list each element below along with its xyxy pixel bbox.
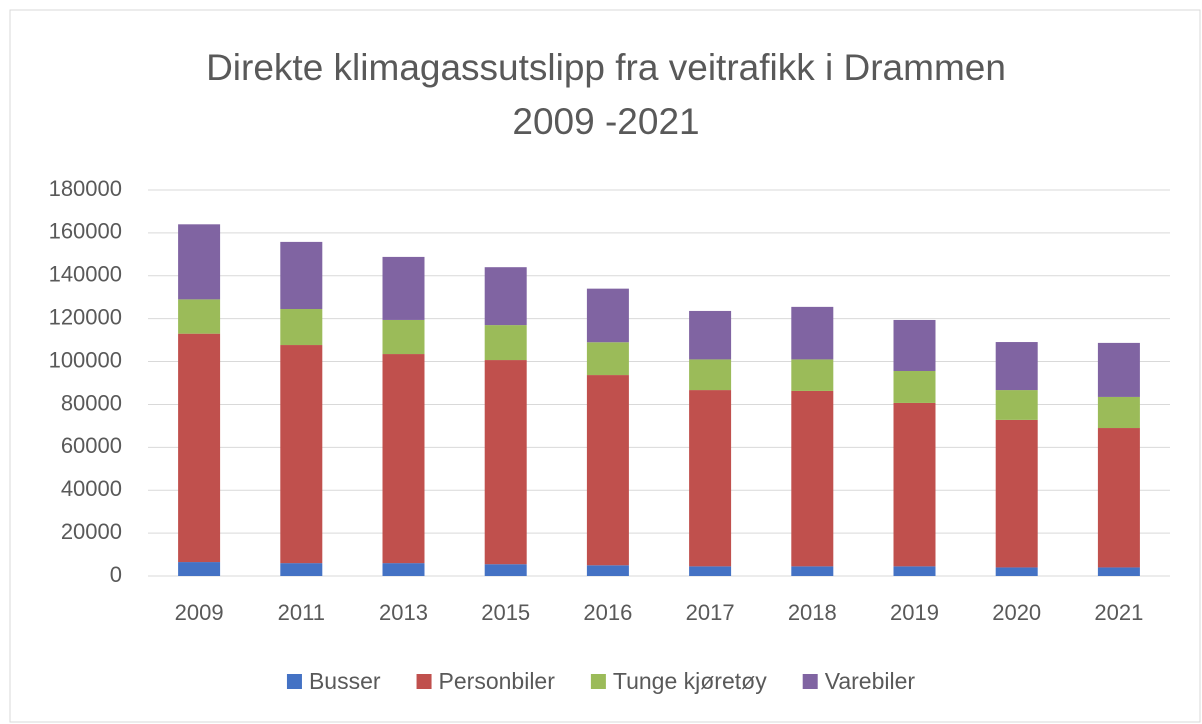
x-tick-label: 2021 [1094, 600, 1143, 625]
bar-segment [484, 325, 527, 361]
bar-segment [280, 309, 323, 346]
bar-segment [586, 375, 629, 566]
bar-segment [689, 566, 732, 576]
bar-segment [484, 564, 527, 576]
bar-segment [586, 565, 629, 576]
legend-label: Busser [309, 668, 381, 694]
y-tick-label: 100000 [49, 347, 122, 372]
y-tick-label: 60000 [61, 433, 122, 458]
legend-label: Personbiler [439, 668, 556, 694]
y-tick-label: 40000 [61, 476, 122, 501]
bar-segment [1097, 342, 1140, 397]
chart-title: Direkte klimagassutslipp fra veitrafikk … [206, 47, 1006, 88]
x-tick-label: 2016 [583, 600, 632, 625]
legend-swatch [590, 674, 606, 689]
bar-segment [791, 359, 834, 391]
x-tick-label: 2017 [686, 600, 735, 625]
bar-segment [893, 402, 936, 567]
x-tick-label: 2011 [278, 600, 325, 625]
bar-segment [1097, 567, 1140, 576]
bar-segment [689, 359, 732, 391]
bar-segment [382, 354, 425, 564]
bar-segment [995, 390, 1038, 420]
bar-segment [1097, 428, 1140, 568]
bar-segment [382, 319, 425, 355]
legend-label: Varebiler [825, 668, 916, 694]
bar-segment [280, 345, 323, 564]
bar-segment [382, 563, 425, 576]
bar-segment [1097, 396, 1140, 429]
bar-segment [586, 342, 629, 376]
bar-segment [280, 563, 323, 576]
x-tick-label: 2015 [481, 600, 530, 625]
bar-segment [791, 566, 834, 576]
bar-segment [995, 342, 1038, 391]
bar-segment [893, 319, 936, 371]
bar-segment [689, 390, 732, 567]
legend-swatch [286, 674, 302, 689]
bar-segment [689, 310, 732, 360]
x-tick-label: 2018 [788, 600, 837, 625]
bar-segment [178, 224, 221, 300]
bar-segment [995, 419, 1038, 568]
x-tick-label: 2013 [379, 600, 428, 625]
bar-segment [178, 333, 221, 563]
chart-title: 2009 -2021 [512, 101, 699, 142]
y-tick-label: 20000 [61, 519, 122, 544]
y-tick-label: 140000 [49, 262, 122, 287]
y-tick-label: 80000 [61, 390, 122, 415]
bar-segment [791, 306, 834, 360]
bar-segment [893, 566, 936, 576]
bar-segment [484, 267, 527, 326]
bar-segment [995, 567, 1038, 576]
bar-segment [791, 390, 834, 567]
bar-segment [178, 562, 221, 576]
legend-label: Tunge kjøretøy [613, 668, 767, 694]
legend-swatch [802, 674, 818, 689]
y-tick-label: 160000 [49, 219, 122, 244]
bar-segment [382, 256, 425, 320]
bar-segment [178, 299, 221, 334]
bar-segment [893, 370, 936, 403]
x-tick-label: 2020 [992, 600, 1041, 625]
bar-segment [280, 241, 323, 310]
y-tick-label: 0 [110, 562, 122, 587]
bar-segment [484, 360, 527, 565]
x-tick-label: 2019 [890, 600, 939, 625]
x-tick-label: 2009 [175, 600, 224, 625]
y-tick-label: 180000 [49, 176, 122, 201]
y-tick-label: 120000 [49, 304, 122, 329]
legend-swatch [416, 674, 432, 689]
bar-segment [586, 288, 629, 343]
